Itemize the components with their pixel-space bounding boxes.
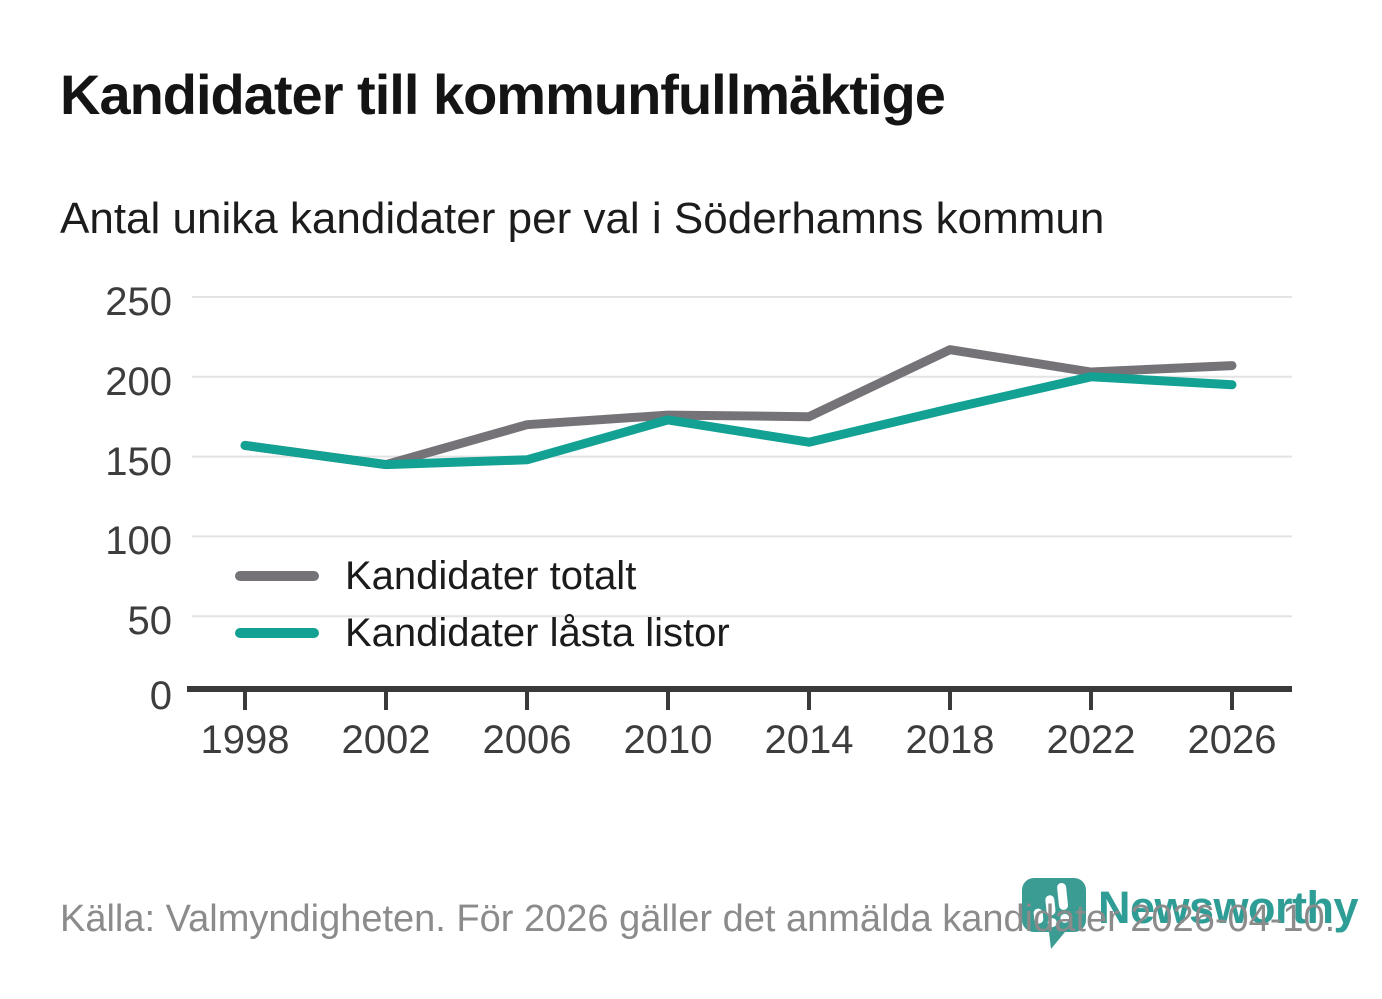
legend: Kandidater totalt Kandidater låsta listo… xyxy=(235,553,730,669)
newsworthy-logo: Newsworthy xyxy=(1018,876,1359,950)
legend-item-lasta-listor: Kandidater låsta listor xyxy=(235,610,730,655)
y-tick-label-150: 150 xyxy=(105,439,172,484)
legend-swatch-totalt xyxy=(235,571,319,581)
source-note: Källa: Valmyndigheten. För 2026 gäller d… xyxy=(60,898,1336,940)
y-tick-label-0: 0 xyxy=(149,674,172,718)
y-tick-label-100: 100 xyxy=(105,519,172,564)
newsworthy-wordmark: Newsworthy xyxy=(1098,882,1359,933)
x-tick-label-2026: 2026 xyxy=(1187,718,1277,762)
page-title: Kandidater till kommunfullmäktige xyxy=(60,63,946,126)
x-tick-label-2006: 2006 xyxy=(482,718,572,762)
x-tick-label-2010: 2010 xyxy=(623,718,713,762)
y-tick-label-200: 200 xyxy=(105,359,172,404)
page-subtitle: Antal unika kandidater per val i Söderha… xyxy=(60,194,1105,243)
legend-swatch-lasta-listor xyxy=(235,628,319,638)
y-tick-label-50: 50 xyxy=(127,599,173,644)
legend-item-totalt: Kandidater totalt xyxy=(235,553,730,598)
x-tick-label-2018: 2018 xyxy=(905,718,995,762)
series-line-1 xyxy=(240,372,1237,470)
legend-label-totalt: Kandidater totalt xyxy=(345,553,637,598)
x-tick-label-2014: 2014 xyxy=(764,718,854,762)
series-line-0 xyxy=(240,345,1237,470)
newsworthy-bubble-chart-icon xyxy=(1022,878,1086,949)
x-tick-label-1998: 1998 xyxy=(200,718,290,762)
x-tick-label-2002: 2002 xyxy=(341,718,431,762)
x-tick-label-2022: 2022 xyxy=(1046,718,1136,762)
legend-label-lasta-listor: Kandidater låsta listor xyxy=(345,610,730,655)
y-tick-label-250: 250 xyxy=(105,280,172,324)
